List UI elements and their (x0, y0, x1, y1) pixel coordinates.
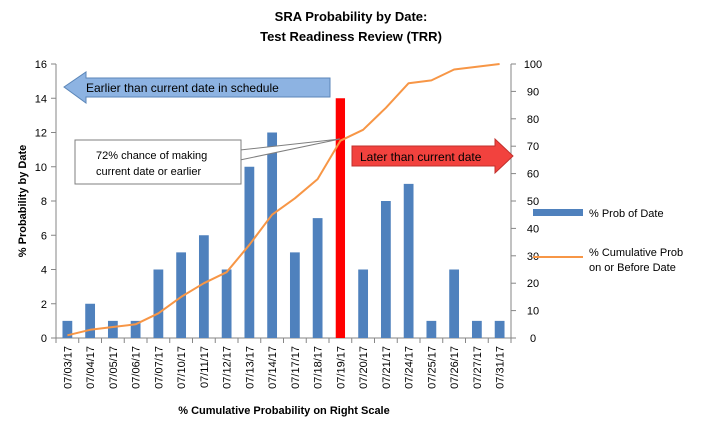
x-tick-label: 07/13/17 (244, 346, 256, 389)
right-arrow-label: Later than current date (360, 150, 482, 164)
x-tick-label: 07/14/17 (267, 346, 279, 389)
y-tick-label-right: 50 (527, 196, 539, 208)
y-tick-label-right: 100 (524, 59, 542, 71)
x-tick-label: 07/10/17 (176, 346, 188, 389)
x-tick-label: 07/03/17 (62, 346, 74, 389)
x-tick-label: 07/06/17 (131, 346, 143, 389)
left-arrow-label: Earlier than current date in schedule (86, 81, 279, 95)
bar (130, 320, 141, 338)
bar (176, 252, 187, 338)
x-tick-label: 07/26/17 (449, 346, 461, 389)
bar (312, 218, 323, 338)
bar (244, 166, 255, 338)
x-tick-label: 07/18/17 (313, 346, 325, 389)
y-tick-label-left: 14 (35, 93, 47, 105)
x-tick-label: 07/31/17 (495, 346, 507, 389)
y-tick-label-right: 0 (530, 333, 536, 345)
bar (289, 252, 300, 338)
bar (153, 269, 164, 338)
left-arrow-shape (63, 71, 331, 104)
y-tick-label-right: 40 (527, 223, 539, 235)
bar (267, 132, 278, 338)
bar (85, 303, 96, 338)
x-tick-label: 07/05/17 (108, 346, 120, 389)
y-tick-label-right: 80 (527, 114, 539, 126)
x-tick-label: 07/21/17 (381, 346, 393, 389)
y-axis-title: % Probability by Date (17, 145, 29, 257)
legend-swatch-bars (533, 209, 583, 216)
bar (380, 201, 391, 338)
callout-line-2: current date or earlier (96, 166, 201, 178)
bar-highlight (335, 98, 346, 338)
bar (471, 320, 482, 338)
callout-box (74, 139, 242, 185)
cumulative-line (67, 63, 500, 337)
bar (107, 320, 118, 338)
x-tick-label: 07/04/17 (85, 346, 97, 389)
x-tick-label: 07/11/17 (199, 346, 211, 388)
x-tick-label: 07/24/17 (404, 346, 416, 389)
y-tick-label-left: 0 (41, 333, 47, 345)
x-tick-label: 07/17/17 (290, 346, 302, 389)
legend-label-line-2: on or Before Date (589, 262, 676, 274)
x-tick-label: 07/27/17 (472, 346, 484, 389)
y-tick-label-left: 4 (41, 265, 47, 277)
callout-pointer (239, 138, 341, 161)
y-tick-label-right: 20 (527, 278, 539, 290)
y-tick-label-right: 10 (527, 306, 539, 318)
x-tick-label: 07/25/17 (426, 346, 438, 389)
plot-area: 0246810121416010203040506070809010007/03… (35, 59, 683, 389)
bar (198, 235, 209, 338)
right-arrow-shape (351, 137, 514, 175)
x-axis-title: % Cumulative Probability on Right Scale (178, 405, 389, 417)
y-tick-label-right: 90 (527, 86, 539, 98)
bar (426, 320, 437, 338)
bar (358, 269, 369, 338)
x-tick-label: 07/07/17 (153, 346, 165, 389)
legend-label-bars: % Prob of Date (589, 208, 664, 220)
y-tick-label-left: 10 (35, 162, 47, 174)
y-tick-label-left: 12 (35, 128, 47, 140)
x-tick-label: 07/19/17 (335, 346, 347, 389)
y-tick-label-left: 6 (41, 230, 47, 242)
bar (221, 269, 232, 338)
x-tick-label: 07/12/17 (222, 346, 234, 389)
callout-line-1: 72% chance of making (96, 150, 207, 162)
bar (494, 320, 505, 338)
chart-title-line1: SRA Probability by Date: (275, 9, 428, 24)
x-tick-label: 07/20/17 (358, 346, 370, 389)
bar (62, 320, 73, 338)
y-tick-label-left: 16 (35, 59, 47, 71)
bar (403, 183, 414, 338)
y-tick-label-right: 70 (527, 141, 539, 153)
chart-title-line2: Test Readiness Review (TRR) (260, 29, 442, 44)
y-tick-label-left: 8 (41, 196, 47, 208)
y-tick-label-left: 2 (41, 299, 47, 311)
bar (449, 269, 460, 338)
legend-label-line-1: % Cumulative Prob (589, 247, 683, 259)
y-tick-label-right: 60 (527, 169, 539, 181)
